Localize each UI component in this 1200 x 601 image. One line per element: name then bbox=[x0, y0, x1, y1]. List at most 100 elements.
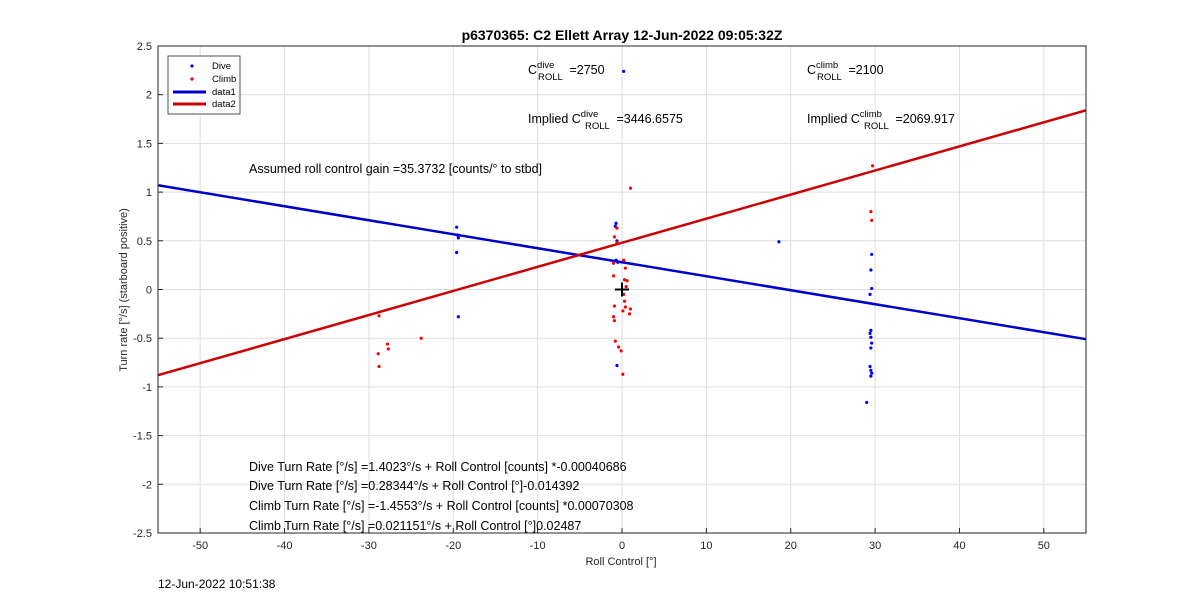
point-climb bbox=[611, 261, 616, 265]
y-tick-label: 1.5 bbox=[137, 138, 152, 150]
y-tick-label: 2 bbox=[146, 90, 152, 102]
legend-climb-label: Climb bbox=[212, 74, 236, 85]
point-dive bbox=[869, 368, 873, 372]
legend-dive-label: Dive bbox=[212, 61, 231, 72]
point-climb bbox=[611, 274, 616, 278]
annotation-c-climb: Cclimb ROLL =2100 bbox=[807, 60, 884, 83]
point-dive bbox=[777, 240, 781, 244]
y-ticks: 2.5 2 1.5 1 0.5 0 -0.5 -1 -1.5 -2 -2.5 bbox=[133, 41, 163, 540]
point-climb bbox=[419, 336, 423, 340]
legend-climb-marker bbox=[190, 77, 194, 81]
fit-text-climb-degrees: Climb Turn Rate [°/s] =0.021151°/s + Rol… bbox=[249, 519, 581, 533]
point-climb bbox=[612, 304, 617, 308]
y-tick-label: -1 bbox=[142, 382, 152, 394]
point-climb bbox=[376, 352, 380, 356]
point-dive bbox=[455, 225, 459, 229]
y-tick-label: -2 bbox=[142, 479, 152, 491]
point-climb bbox=[617, 345, 621, 349]
y-tick-label: 0 bbox=[146, 285, 152, 297]
point-climb bbox=[613, 339, 617, 343]
point-climb bbox=[624, 284, 628, 289]
legend-dive-marker bbox=[190, 64, 194, 68]
point-climb bbox=[622, 299, 627, 303]
x-tick-label: 40 bbox=[953, 540, 965, 552]
point-dive bbox=[870, 371, 874, 375]
timestamp: 12-Jun-2022 10:51:38 bbox=[158, 577, 276, 591]
chart-title: p6370365: C2 Ellett Array 12-Jun-2022 09… bbox=[462, 27, 783, 43]
annotation-gain: Assumed roll control gain =35.3732 [coun… bbox=[249, 162, 542, 176]
y-tick-label: 2.5 bbox=[137, 41, 152, 53]
point-dive bbox=[869, 335, 873, 339]
point-climb bbox=[622, 258, 626, 262]
x-tick-label: -40 bbox=[277, 540, 293, 552]
annotation-implied-climb: Implied Cclimb ROLL =2069.917 bbox=[807, 109, 955, 132]
point-climb bbox=[627, 312, 632, 316]
point-climb bbox=[612, 235, 617, 239]
point-dive bbox=[869, 374, 873, 378]
point-climb bbox=[612, 319, 617, 323]
x-tick-label: -50 bbox=[192, 540, 208, 552]
point-climb bbox=[622, 278, 627, 282]
fit-line-data1 bbox=[157, 184, 1087, 341]
point-dive bbox=[865, 400, 869, 405]
plot-frame bbox=[157, 45, 1087, 534]
x-axis-label: Roll Control [°] bbox=[585, 556, 656, 568]
y-tick-label: -0.5 bbox=[133, 333, 152, 345]
fit-lines bbox=[157, 109, 1087, 377]
legend-data2-label: data2 bbox=[212, 99, 236, 110]
point-climb bbox=[625, 279, 629, 283]
point-dive bbox=[455, 233, 460, 237]
point-dive bbox=[870, 286, 874, 291]
point-climb bbox=[615, 226, 619, 230]
point-dive bbox=[455, 250, 459, 255]
y-tick-label: 1 bbox=[146, 187, 152, 199]
point-dive bbox=[870, 341, 874, 345]
legend: Dive Climb data1 data2 bbox=[167, 55, 241, 115]
point-climb bbox=[870, 218, 874, 222]
point-dive bbox=[869, 328, 873, 333]
point-climb bbox=[377, 364, 381, 369]
point-dive bbox=[456, 315, 460, 319]
fit-line-data2 bbox=[157, 109, 1087, 377]
point-climb bbox=[869, 209, 873, 214]
point-climb bbox=[623, 266, 627, 270]
point-climb bbox=[621, 309, 625, 313]
x-ticks: -50 -40 -30 -20 -10 0 10 20 30 40 50 bbox=[192, 528, 1050, 552]
point-climb bbox=[870, 164, 875, 168]
point-climb bbox=[386, 347, 390, 351]
x-tick-label: -30 bbox=[361, 540, 377, 552]
x-tick-label: 0 bbox=[619, 540, 625, 552]
point-climb bbox=[623, 305, 627, 309]
y-tick-label: -1.5 bbox=[133, 431, 152, 443]
point-dive bbox=[868, 331, 872, 335]
fit-text-dive-counts: Dive Turn Rate [°/s] =1.4023°/s + Roll C… bbox=[249, 460, 627, 474]
point-dive bbox=[868, 292, 872, 296]
x-tick-label: 50 bbox=[1038, 540, 1050, 552]
point-dive bbox=[869, 268, 873, 272]
point-dive bbox=[869, 346, 873, 350]
point-climb bbox=[628, 186, 633, 190]
x-tick-label: 30 bbox=[869, 540, 881, 552]
point-climb bbox=[628, 307, 633, 311]
point-climb bbox=[615, 241, 619, 245]
annotation-implied-dive: Implied Cdive ROLL =3446.6575 bbox=[528, 109, 683, 132]
point-dive bbox=[868, 364, 872, 369]
point-dive bbox=[614, 221, 618, 225]
point-climb bbox=[619, 349, 623, 353]
point-climb bbox=[611, 315, 616, 319]
point-dive bbox=[616, 260, 620, 264]
point-dive bbox=[456, 236, 460, 240]
y-axis-label: Turn rate [°/s] (starboard positive) bbox=[118, 208, 130, 372]
point-climb bbox=[377, 314, 381, 318]
x-tick-label: -10 bbox=[530, 540, 546, 552]
fit-text-climb-counts: Climb Turn Rate [°/s] =-1.4553°/s + Roll… bbox=[249, 499, 634, 513]
data-points bbox=[376, 69, 875, 405]
point-dive bbox=[615, 363, 619, 368]
point-dive bbox=[870, 252, 874, 257]
point-climb bbox=[385, 342, 390, 346]
point-dive bbox=[622, 69, 626, 73]
annotation-c-dive: Cdive ROLL =2750 bbox=[528, 60, 605, 83]
point-climb bbox=[621, 372, 625, 376]
x-tick-label: -20 bbox=[445, 540, 461, 552]
